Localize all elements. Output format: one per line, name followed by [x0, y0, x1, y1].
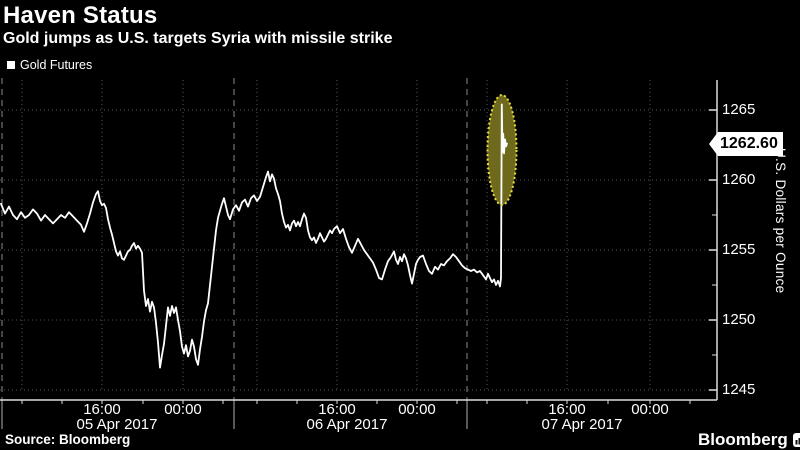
y-tick-label: 1260 — [722, 171, 756, 188]
y-tick-label: 1250 — [722, 311, 756, 328]
bloomberg-logo: Bloomberg — [698, 430, 800, 450]
x-date-label: 06 Apr 2017 — [306, 416, 388, 433]
flag-pointer-icon — [709, 132, 718, 156]
y-tick-label: 1245 — [722, 381, 756, 398]
y-axis-title: U.S. Dollars per Ounce — [773, 148, 788, 294]
y-tick-label: 1265 — [722, 101, 756, 118]
x-date-label: 05 Apr 2017 — [76, 416, 158, 433]
x-time-label: 00:00 — [164, 401, 202, 418]
legend-label: Gold Futures — [20, 58, 93, 72]
chart-subtitle: Gold jumps as U.S. targets Syria with mi… — [3, 30, 393, 47]
x-time-label: 16:00 — [318, 401, 356, 418]
x-date-label: 07 Apr 2017 — [541, 416, 623, 433]
bloomberg-bars-icon — [792, 433, 800, 447]
y-tick-label: 1255 — [722, 241, 756, 258]
spike-highlight-ellipse-outline — [486, 94, 518, 206]
chart-title: Haven Status — [3, 2, 158, 29]
x-time-label: 16:00 — [83, 401, 121, 418]
legend-swatch-icon — [7, 61, 15, 69]
gold-futures-price-line — [0, 103, 508, 369]
x-time-label: 00:00 — [398, 401, 436, 418]
last-price-flag: 1262.60 — [709, 132, 783, 156]
source-credit: Source: Bloomberg — [5, 432, 131, 447]
x-time-label: 00:00 — [631, 401, 669, 418]
last-price-value: 1262.60 — [718, 132, 783, 156]
x-time-label: 16:00 — [548, 401, 586, 418]
bloomberg-logo-text: Bloomberg — [698, 430, 788, 449]
legend: Gold Futures — [7, 58, 92, 72]
